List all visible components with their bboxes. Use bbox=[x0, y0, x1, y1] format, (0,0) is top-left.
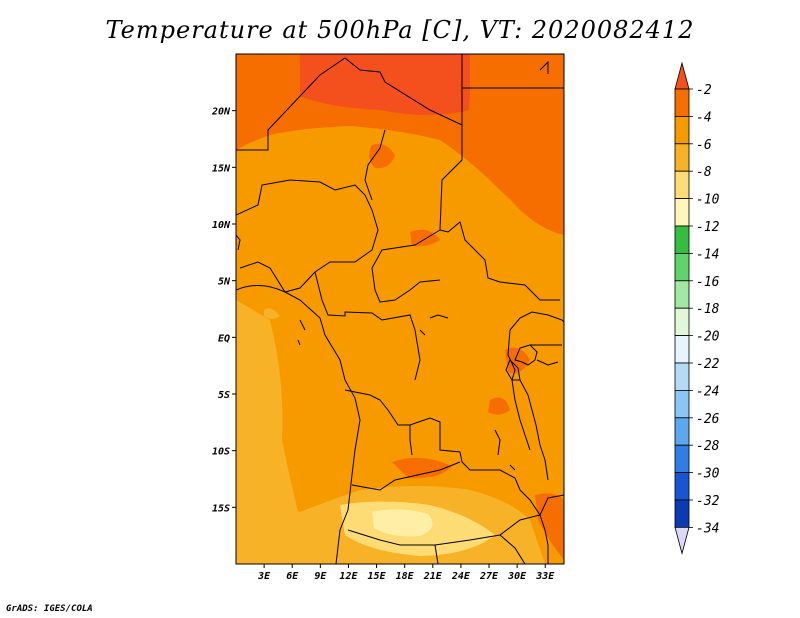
lon-tick-label: 12E bbox=[339, 571, 358, 582]
colorbar-label: -26 bbox=[696, 412, 720, 427]
lon-tick-label: 15E bbox=[368, 571, 387, 582]
colorbar-bottom-arrow bbox=[674, 527, 690, 555]
lon-tick-label: 21E bbox=[423, 571, 443, 582]
colorbar-label: -8 bbox=[696, 165, 712, 180]
colorbar-box bbox=[674, 417, 690, 446]
axis-ticks: 3E 6E 9E 12E 15E 18E 21E 24E 27E 30E 33E 20N 15N 10N 5… bbox=[211, 107, 555, 582]
field-patch bbox=[264, 308, 280, 319]
colorbar-top-arrow bbox=[674, 61, 690, 90]
colorbar-label: -22 bbox=[696, 357, 720, 372]
colorbar-label: -34 bbox=[696, 521, 719, 536]
colorbar-box bbox=[674, 444, 690, 474]
lat-tick-label: 20N bbox=[211, 107, 231, 118]
colorbar-box bbox=[674, 198, 690, 227]
lon-tick-label: 18E bbox=[396, 571, 415, 582]
field-patch bbox=[369, 143, 395, 169]
colorbar-label: -18 bbox=[696, 302, 720, 317]
colorbar-box bbox=[674, 252, 690, 282]
colorbar: -2 -4 -6 -8 -10 -12 -14 -16 -18 -20 -22 -24 -26 -28 -3… bbox=[674, 61, 720, 555]
colorbar-label: -12 bbox=[696, 220, 720, 235]
colorbar-label: -4 bbox=[696, 110, 712, 125]
colorbar-label: -10 bbox=[696, 193, 720, 208]
colorbar-label: -20 bbox=[696, 330, 720, 345]
field-warm-east bbox=[465, 95, 564, 235]
temperature-field bbox=[236, 54, 564, 564]
lat-tick-label: EQ bbox=[218, 333, 230, 344]
colorbar-box bbox=[674, 362, 690, 391]
field-patch bbox=[488, 397, 510, 415]
colorbar-box bbox=[674, 88, 690, 117]
field-warmest-north bbox=[300, 54, 470, 115]
colorbar-label: -6 bbox=[696, 138, 712, 153]
colorbar-box bbox=[674, 307, 690, 337]
plot-frame bbox=[235, 53, 565, 565]
colorbar-box bbox=[674, 389, 690, 419]
lat-tick-label: 5S bbox=[218, 390, 230, 401]
lat-tick-label: 10S bbox=[212, 447, 230, 458]
lon-tick-label: 3E bbox=[257, 571, 271, 582]
grads-credit: GrADS: IGES/COLA bbox=[6, 604, 93, 614]
colorbar-box bbox=[674, 116, 690, 145]
colorbar-label: -14 bbox=[696, 247, 719, 262]
lat-tick-label: 5N bbox=[218, 277, 231, 288]
lat-tick-label: 15S bbox=[212, 503, 230, 514]
lon-tick-label: 30E bbox=[507, 571, 527, 582]
lon-tick-label: 24E bbox=[451, 571, 471, 582]
colorbar-label: -16 bbox=[696, 275, 720, 290]
field-patch bbox=[392, 457, 452, 479]
colorbar-box bbox=[674, 225, 690, 254]
lat-tick-label: 10N bbox=[212, 220, 231, 231]
colorbar-box bbox=[674, 170, 690, 199]
lon-tick-label: 33E bbox=[535, 571, 555, 582]
colorbar-box bbox=[674, 499, 690, 528]
lon-tick-label: 27E bbox=[479, 571, 499, 582]
lon-tick-label: 9E bbox=[314, 571, 327, 582]
colorbar-label: -32 bbox=[696, 494, 720, 509]
colorbar-label: -24 bbox=[696, 384, 719, 399]
field-patch bbox=[264, 458, 278, 473]
lon-tick-label: 6E bbox=[286, 571, 299, 582]
field-coolest-core bbox=[372, 509, 433, 537]
colorbar-label: -2 bbox=[696, 83, 712, 98]
colorbar-label: -28 bbox=[696, 439, 720, 454]
country-borders bbox=[236, 54, 564, 564]
map-title: Temperature at 500hPa [C], VT: 202008241… bbox=[105, 16, 695, 44]
colorbar-label: -30 bbox=[696, 467, 720, 482]
colorbar-box bbox=[674, 335, 690, 364]
colorbar-box bbox=[674, 143, 690, 172]
lat-tick-label: 15N bbox=[212, 163, 231, 174]
colorbar-box bbox=[674, 280, 690, 309]
colorbar-box bbox=[674, 472, 690, 501]
